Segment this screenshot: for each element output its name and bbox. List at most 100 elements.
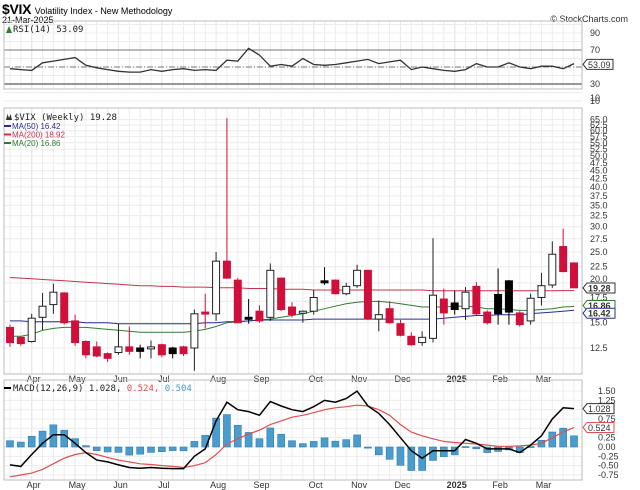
macd-histogram-bar (288, 440, 296, 448)
price-ytick: 40.0 (590, 182, 608, 192)
candle (439, 288, 448, 325)
macd-histogram-bar (49, 424, 58, 448)
candle (277, 277, 286, 312)
x-tick-label: Jun (113, 480, 128, 490)
macd-legend: MACD(12,26,9) 1.028, 0.524, 0.504 (13, 384, 192, 394)
macd-line (9, 390, 575, 470)
candle (27, 313, 36, 343)
macd-histogram-bar (429, 446, 437, 461)
candle (515, 311, 524, 327)
candle (92, 341, 101, 358)
price-indicator-icon[interactable] (6, 114, 12, 120)
price-ytick: 35.0 (590, 200, 608, 210)
candle (49, 283, 58, 314)
candle (570, 262, 578, 289)
candle (212, 251, 221, 321)
signal-last-value-tag-text: 0.524 (588, 423, 611, 433)
rsi-line (9, 47, 575, 73)
macd-histogram-bar (190, 441, 199, 448)
candle (450, 290, 459, 315)
macd-histogram-bar (570, 435, 578, 448)
candle (222, 118, 231, 279)
candle (472, 282, 481, 316)
x-tick-label: Jun (113, 374, 128, 384)
x-tick-label: 2025 (447, 374, 467, 384)
price-ytick: 50.0 (590, 151, 608, 161)
x-axis: Apr Apr May May Jun Jun Jul Jul Aug Aug Sep Sep Oct O… (27, 21, 551, 490)
macd-histogram-bar (559, 427, 567, 448)
macd-histogram-bar (38, 430, 47, 448)
x-tick-label: Sep (253, 480, 269, 490)
price-ytick: 45.0 (590, 166, 608, 176)
rsi-indicator-icon[interactable] (6, 26, 12, 33)
candle (71, 314, 80, 346)
price-ytick: 55.0 (590, 138, 608, 148)
x-tick-label: Jul (158, 480, 170, 490)
candle (288, 302, 296, 318)
macd-histogram-bar (179, 446, 188, 452)
ma-legend-label: MA(20) 16.86 (12, 139, 61, 148)
price-last-value-tag (582, 282, 616, 294)
x-tick-label: Oct (309, 374, 324, 384)
rsi-last-value: 53.09 (588, 60, 611, 70)
candle (309, 289, 318, 315)
macd-histogram-bar (320, 437, 329, 448)
macd-ytick: 0.00 (598, 442, 616, 452)
candle (114, 323, 123, 355)
rsi-panel: 10 30 70 90 RSI(14) 53.09 53.09 (3, 20, 614, 106)
candle (255, 305, 264, 323)
macd-histogram-bar (92, 446, 101, 451)
x-tick-label: Nov (351, 374, 368, 384)
x-tick-label: Nov (351, 480, 368, 490)
x-tick-label: Dec (394, 480, 411, 490)
x-tick-label: Feb (492, 374, 508, 384)
candle (60, 292, 69, 325)
ma50-last-value-tag-text: 16.42 (588, 309, 611, 319)
macd-last-value-tag (582, 403, 615, 415)
price-ytick: 52.5 (590, 144, 608, 154)
candle (396, 319, 405, 337)
x-tick-label: Jul (158, 374, 170, 384)
macd-histogram-bar (60, 429, 69, 448)
macd-histogram-bar (125, 446, 134, 456)
price-ytick: 57.5 (590, 132, 608, 142)
macd-histogram-bar (147, 446, 155, 453)
x-tick-label: Oct (309, 480, 324, 490)
candle (353, 264, 362, 288)
price-ytick: 42.5 (590, 173, 608, 183)
macd-histogram-bar (277, 433, 285, 448)
price-ytick: 22.5 (590, 262, 608, 272)
price-ytick: 47.5 (590, 158, 608, 168)
candle (190, 309, 199, 371)
watermark: © StockCharts.com (550, 14, 628, 24)
macd-ytick: 1.50 (598, 386, 616, 396)
macd-histogram-bar (342, 439, 351, 448)
chart-title: $VIX Volatility Index - New Methodology (2, 1, 172, 17)
candle (537, 272, 546, 306)
rsi-ytick: 10 (590, 96, 600, 106)
macd-histogram-bar (353, 434, 361, 448)
candle (461, 287, 470, 320)
candle (483, 310, 492, 325)
price-ytick: 60.0 (590, 126, 608, 136)
ma50-last-value-tag (582, 307, 616, 319)
candle (504, 280, 513, 325)
candle (429, 238, 437, 343)
price-legend: $VIX (Weekly) 19.28 (14, 113, 117, 123)
candle (548, 241, 557, 288)
candle (81, 340, 90, 359)
macd-histogram-bar (233, 424, 242, 448)
macd-last-value-tag-text: 1.028 (588, 404, 611, 414)
signal-last-value-tag (582, 421, 615, 433)
candle (147, 340, 155, 359)
macd-ytick: -0.25 (598, 451, 619, 461)
x-tick-label: May (69, 374, 87, 384)
price-last-value-tag-text: 19.28 (588, 283, 611, 293)
price-ytick: 25.0 (590, 247, 608, 257)
macd-histogram-bar (331, 440, 340, 448)
price-ytick: 27.5 (590, 234, 608, 244)
macd-histogram-bar (396, 446, 405, 466)
macd-histogram-bar (82, 445, 90, 448)
candle (244, 299, 253, 324)
candle (374, 300, 383, 332)
